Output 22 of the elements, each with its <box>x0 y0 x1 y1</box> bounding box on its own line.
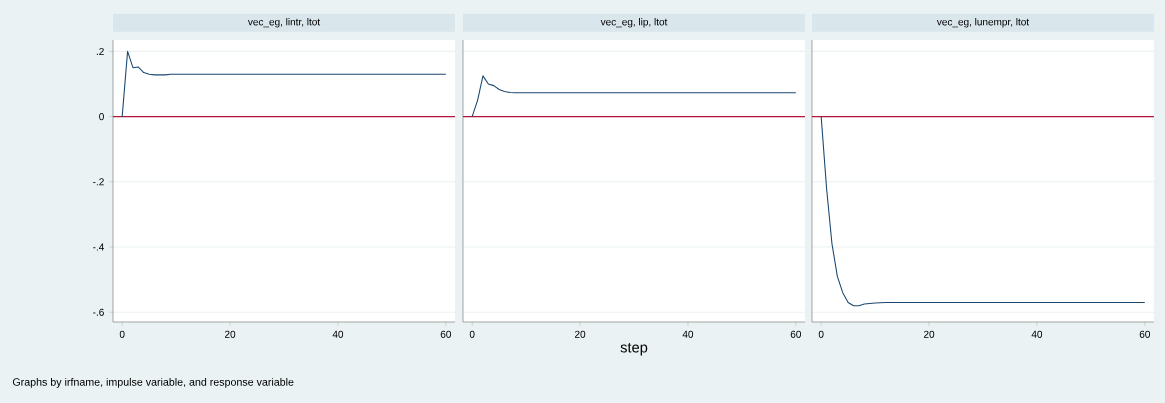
x-tick-label: 0 <box>469 330 475 338</box>
x-tick-label: 0 <box>119 330 125 338</box>
text: Graphs by irfname, impulse variable, and response variable <box>12 377 294 388</box>
y-tick-label: -.6 <box>93 308 104 316</box>
x-tick-label: 60 <box>1139 330 1150 338</box>
x-tick-label: 40 <box>332 330 344 338</box>
x-tick-label: 20 <box>923 330 935 338</box>
y-tick-label: -.2 <box>93 178 104 186</box>
y-tick-label: 0 <box>99 113 104 121</box>
x-tick-label: 40 <box>682 330 694 338</box>
x-tick-label: 20 <box>225 330 236 338</box>
chart-title: vec_eg, lip, ltot <box>600 18 668 28</box>
x-axis-title: step <box>620 342 648 356</box>
x-tick-label: 0 <box>818 330 824 338</box>
x-tick-label: 40 <box>1031 330 1043 338</box>
chart-title: vec_eg, lintr, ltot <box>247 18 321 28</box>
y-tick-label: -.4 <box>93 243 105 251</box>
x-tick-label: 60 <box>440 330 451 338</box>
x-tick-label: 20 <box>575 330 586 338</box>
x-tick-label: 60 <box>790 330 801 338</box>
chart-title: vec_eg, lunempr, ltot <box>936 18 1030 28</box>
y-tick-label: .2 <box>96 47 104 55</box>
